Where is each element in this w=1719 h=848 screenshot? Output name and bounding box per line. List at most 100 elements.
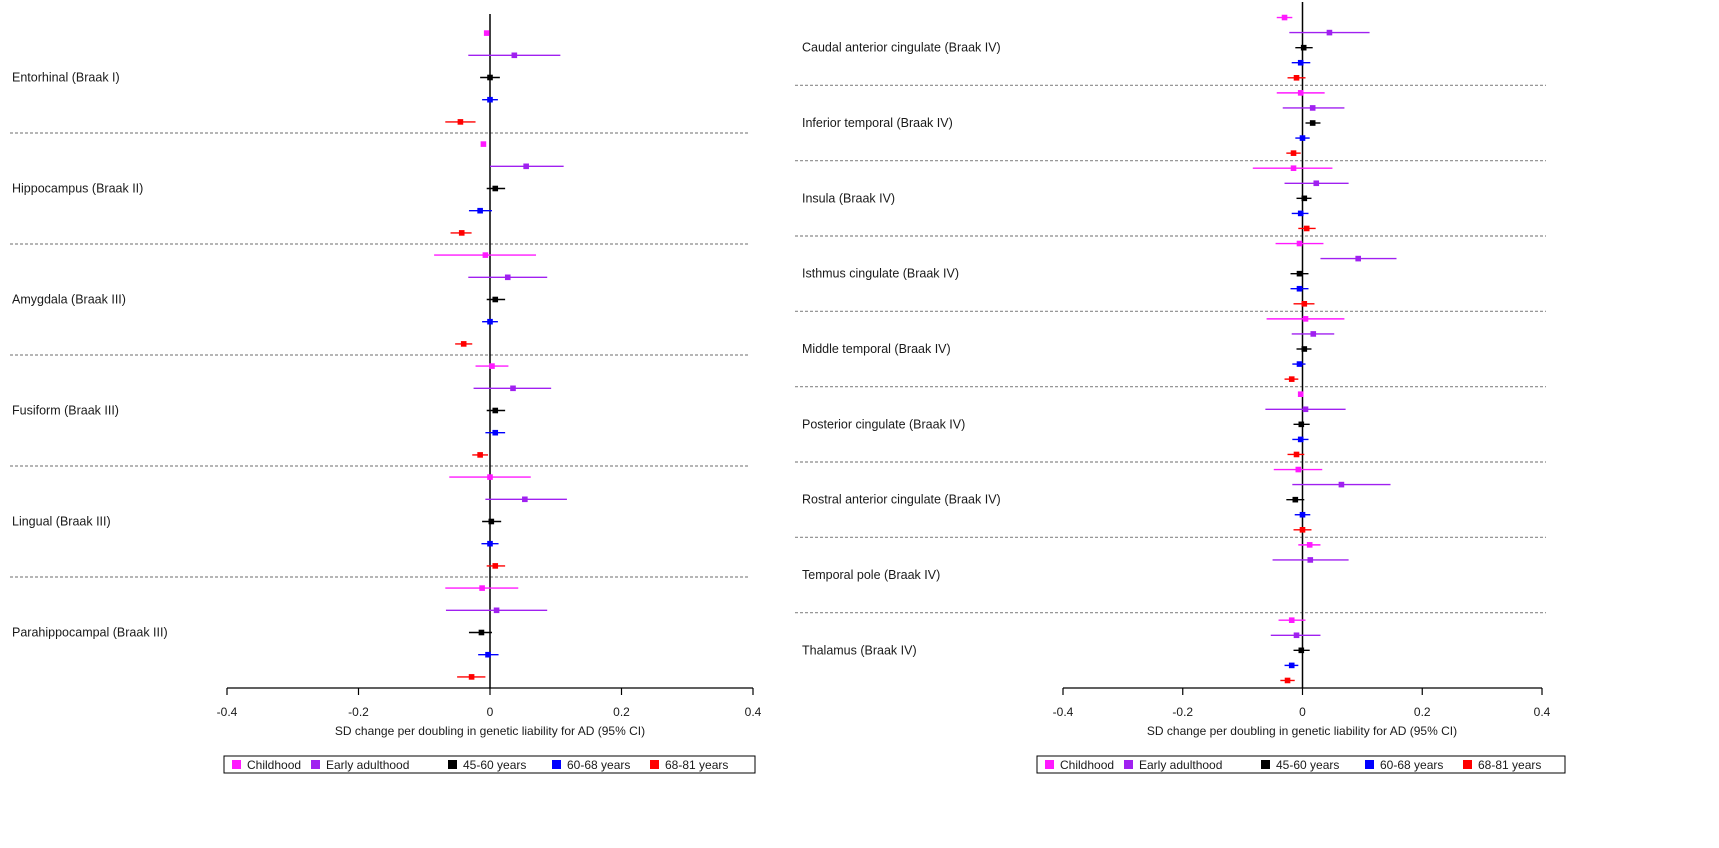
region-label: Inferior temporal (Braak IV)	[802, 116, 953, 130]
region-label: Entorhinal (Braak I)	[12, 71, 120, 85]
x-tick-label: 0.2	[613, 705, 630, 719]
point-estimate	[1293, 632, 1300, 639]
point-estimate	[1297, 436, 1304, 443]
point-estimate	[488, 518, 495, 525]
legend-swatch	[1463, 760, 1472, 769]
legend-label: 45-60 years	[1276, 758, 1339, 772]
point-estimate	[485, 651, 491, 658]
x-tick-label: -0.4	[217, 705, 238, 719]
legend-swatch	[552, 760, 561, 769]
legend-label: 68-81 years	[1478, 758, 1541, 772]
point-estimate	[1299, 511, 1306, 518]
legend-label: 68-81 years	[665, 758, 728, 772]
region-label: Amygdala (Braak III)	[12, 293, 126, 307]
point-estimate	[1297, 391, 1304, 397]
point-estimate	[477, 452, 483, 458]
region-label: Caudal anterior cingulate (Braak IV)	[802, 41, 1001, 55]
point-estimate	[510, 385, 516, 392]
forest-panel-2: -0.4 -0.2 0 0.2 0.4 SD change per doubling in…	[795, 2, 1566, 774]
x-axis-label: SD change per doubling in genetic liabil…	[1147, 724, 1457, 738]
legend-swatch	[1124, 760, 1133, 769]
point-estimate	[1299, 135, 1306, 141]
point-estimate	[504, 274, 511, 281]
point-estimate	[493, 607, 500, 614]
legend-box	[223, 755, 756, 774]
point-estimate	[483, 30, 490, 36]
point-estimate	[458, 230, 465, 236]
point-estimate	[1298, 647, 1305, 654]
region-label: Temporal pole (Braak IV)	[802, 568, 940, 582]
point-estimate	[479, 585, 485, 591]
legend-label: 60-68 years	[567, 758, 630, 772]
region-label: Parahippocampal (Braak III)	[12, 626, 168, 640]
point-estimate	[492, 429, 499, 436]
point-estimate	[1309, 120, 1316, 126]
point-estimate	[1326, 29, 1333, 36]
x-tick-label: 0.4	[1534, 705, 1551, 719]
legend-box	[1036, 755, 1566, 774]
x-tick-label: 0.2	[1414, 705, 1431, 719]
x-tick-label: -0.4	[1053, 705, 1074, 719]
point-estimate	[522, 496, 528, 503]
point-estimate	[1301, 346, 1308, 352]
region-label: Posterior cingulate (Braak IV)	[802, 417, 965, 431]
region-label: Lingual (Braak III)	[12, 515, 111, 529]
forest-panel-1: -0.4 -0.2 0 0.2 0.4 SD change per doubling in…	[10, 14, 762, 774]
point-estimate	[1293, 75, 1300, 81]
legend-swatch	[448, 760, 457, 769]
region-label: Rostral anterior cingulate (Braak IV)	[802, 493, 1001, 507]
region-label: Fusiform (Braak III)	[12, 404, 119, 418]
point-estimate	[1296, 240, 1303, 247]
x-tick-label: 0.4	[745, 705, 762, 719]
legend-label: Early adulthood	[1139, 758, 1222, 772]
legend-label: Childhood	[247, 758, 301, 772]
legend-label: Childhood	[1060, 758, 1114, 772]
point-estimate	[1288, 376, 1295, 382]
point-estimate	[1292, 496, 1299, 503]
point-estimate	[487, 474, 493, 480]
point-estimate	[1302, 406, 1309, 413]
point-estimate	[1296, 270, 1303, 277]
region-label: Middle temporal (Braak IV)	[802, 342, 951, 356]
point-estimate	[1300, 44, 1307, 51]
x-tick-label: -0.2	[348, 705, 369, 719]
legend: Childhood Early adulthood 45-60 years 60-68…	[223, 755, 756, 774]
point-estimate	[1355, 255, 1361, 262]
legend-label: 60-68 years	[1380, 758, 1443, 772]
legend-swatch	[232, 760, 241, 769]
point-estimate	[1309, 105, 1316, 111]
point-estimate	[511, 52, 518, 59]
point-estimate	[1307, 557, 1314, 563]
legend-swatch	[650, 760, 659, 769]
point-estimate	[1288, 617, 1295, 623]
legend: Childhood Early adulthood 45-60 years 60-68…	[1036, 755, 1566, 774]
x-tick-label: -0.2	[1172, 705, 1193, 719]
point-estimate	[492, 407, 499, 414]
point-estimate	[1297, 90, 1304, 96]
point-estimate	[1290, 165, 1297, 171]
point-estimate	[1297, 59, 1304, 66]
point-estimate	[477, 207, 483, 214]
point-estimate	[1281, 14, 1288, 21]
x-axis-label: SD change per doubling in genetic liabil…	[335, 724, 645, 738]
point-estimate	[1310, 331, 1317, 337]
point-estimate	[478, 629, 485, 636]
legend-swatch	[1261, 760, 1270, 769]
legend-label: 45-60 years	[463, 758, 526, 772]
point-estimate	[1296, 361, 1303, 367]
point-estimate	[457, 119, 464, 125]
point-estimate	[1313, 180, 1320, 187]
legend-swatch	[1365, 760, 1374, 769]
point-estimate	[487, 318, 493, 325]
point-estimate	[492, 296, 499, 303]
point-estimate	[1295, 466, 1302, 473]
point-estimate	[468, 674, 475, 680]
point-estimate	[460, 341, 467, 347]
point-estimate	[492, 185, 499, 192]
point-estimate	[1288, 662, 1295, 669]
region-label: Hippocampus (Braak II)	[12, 182, 143, 196]
point-estimate	[487, 96, 493, 103]
point-estimate	[489, 363, 495, 369]
point-estimate	[492, 563, 499, 569]
